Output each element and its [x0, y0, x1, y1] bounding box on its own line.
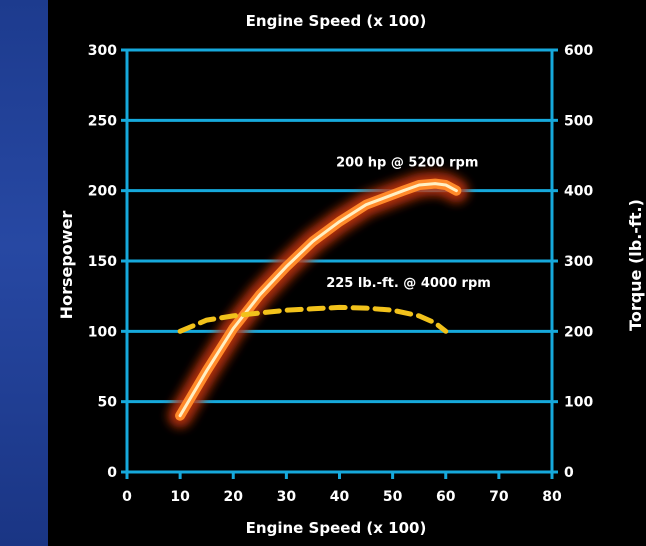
y-tick-label: 250 — [88, 113, 117, 129]
tick-labels: 0 50 100 150 200 250 300 0 100 200 300 400 500 600 0 10… — [88, 43, 594, 505]
series-layer — [168, 171, 469, 428]
x-axis-label: Engine Speed (x 100) — [246, 519, 427, 537]
y2-tick-label: 500 — [564, 113, 593, 129]
y2-axis-label: Torque (lb.-ft.) — [626, 199, 645, 331]
horsepower-line — [175, 178, 462, 421]
x-tick-label: 80 — [542, 489, 562, 505]
y-tick-label: 100 — [88, 324, 117, 340]
x-tick-label: 30 — [277, 489, 297, 505]
x-tick-label: 0 — [122, 489, 132, 505]
y-tick-label: 150 — [88, 254, 117, 270]
grid — [121, 48, 558, 479]
chart-title: Engine Speed (x 100) — [246, 12, 427, 30]
x-tick-label: 70 — [489, 489, 509, 505]
x-tick-label: 20 — [224, 489, 244, 505]
annotation-label: 200 hp @ 5200 rpm — [336, 156, 478, 171]
y2-tick-label: 200 — [564, 324, 593, 340]
y2-tick-label: 400 — [564, 184, 593, 200]
blue-side-panel — [0, 0, 48, 546]
x-tick-label: 40 — [330, 489, 350, 505]
y-tick-label: 300 — [88, 43, 117, 59]
annotations: 200 hp @ 5200 rpm 225 lb.-ft. @ 4000 rpm — [326, 156, 491, 291]
x-tick-label: 60 — [436, 489, 456, 505]
y2-tick-label: 0 — [564, 465, 574, 481]
y2-tick-label: 300 — [564, 254, 593, 270]
torque-line — [177, 304, 449, 334]
y-axis-label: Horsepower — [57, 211, 76, 320]
y2-tick-label: 600 — [564, 43, 593, 59]
annotation-label: 225 lb.-ft. @ 4000 rpm — [326, 276, 491, 291]
horsepower-line-core — [178, 182, 458, 418]
x-tick-label: 50 — [383, 489, 403, 505]
y-tick-label: 200 — [88, 184, 117, 200]
y2-tick-label: 100 — [564, 395, 593, 411]
y-tick-label: 50 — [98, 395, 118, 411]
horsepower-line-glow — [168, 171, 469, 428]
x-tick-label: 10 — [170, 489, 190, 505]
y-tick-label: 0 — [107, 465, 117, 481]
